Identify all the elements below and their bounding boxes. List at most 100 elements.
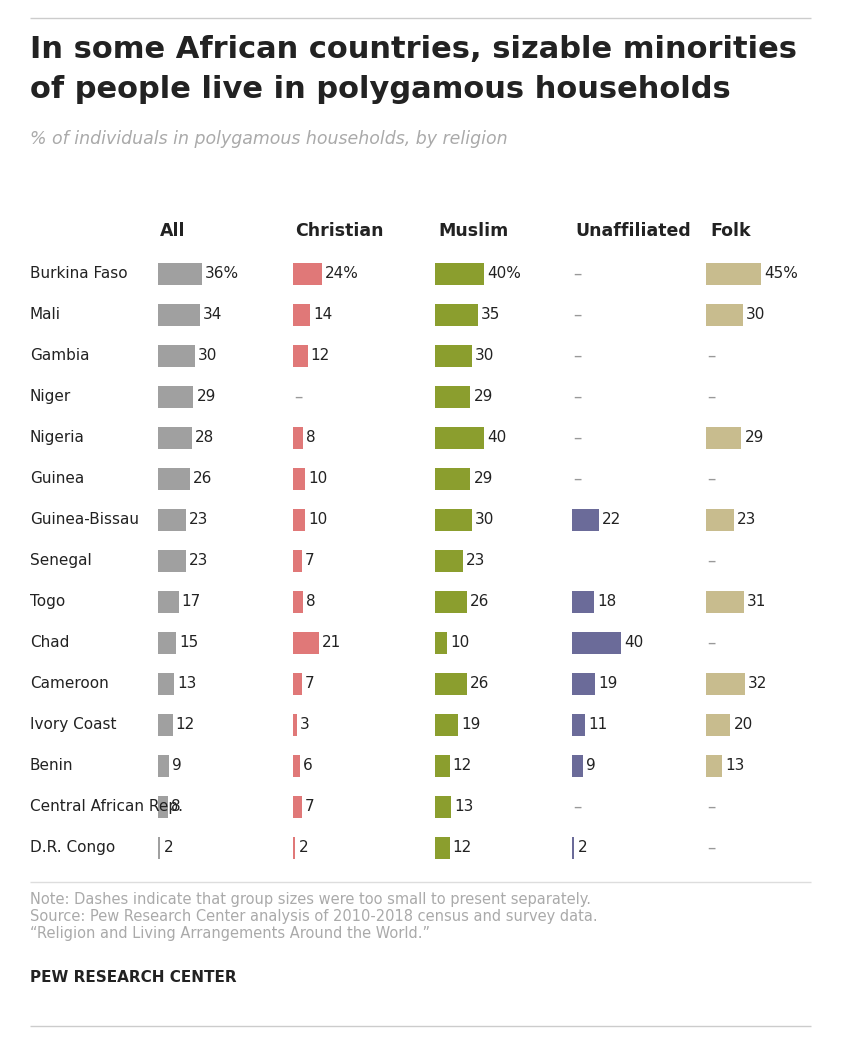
Text: 13: 13 xyxy=(454,799,473,814)
Text: 20: 20 xyxy=(733,717,753,732)
Bar xyxy=(158,304,199,326)
Text: 8: 8 xyxy=(171,799,181,814)
Text: 13: 13 xyxy=(725,758,744,773)
Text: 29: 29 xyxy=(473,389,493,404)
Bar xyxy=(158,836,161,858)
Bar xyxy=(435,672,467,694)
Text: 18: 18 xyxy=(597,594,616,609)
Bar xyxy=(158,713,172,736)
Text: 13: 13 xyxy=(177,677,196,691)
Bar xyxy=(158,672,174,694)
Text: 8: 8 xyxy=(306,430,315,445)
Text: 10: 10 xyxy=(308,512,327,527)
Bar xyxy=(158,508,186,530)
Text: 3: 3 xyxy=(299,717,309,732)
Text: Cameroon: Cameroon xyxy=(30,677,108,691)
Text: –: – xyxy=(573,347,581,364)
Bar xyxy=(706,427,742,449)
Text: All: All xyxy=(160,222,186,240)
Bar xyxy=(435,468,470,490)
Bar xyxy=(158,427,193,449)
Bar xyxy=(435,836,450,858)
Text: Central African Rep.: Central African Rep. xyxy=(30,799,183,814)
Bar xyxy=(435,713,458,736)
Bar xyxy=(158,549,186,571)
Bar xyxy=(572,632,621,654)
Text: 12: 12 xyxy=(452,758,472,773)
Text: 7: 7 xyxy=(304,677,315,691)
Text: Gambia: Gambia xyxy=(30,348,89,363)
Text: 6: 6 xyxy=(304,758,313,773)
Bar xyxy=(706,304,743,326)
Text: % of individuals in polygamous households, by religion: % of individuals in polygamous household… xyxy=(30,130,508,148)
Bar xyxy=(435,591,467,613)
Text: 40: 40 xyxy=(487,430,506,445)
Text: PEW RESEARCH CENTER: PEW RESEARCH CENTER xyxy=(30,970,236,984)
Bar xyxy=(293,755,300,777)
Text: 10: 10 xyxy=(308,471,327,487)
Bar xyxy=(293,345,308,366)
Bar xyxy=(706,508,734,530)
Bar xyxy=(435,385,470,407)
Text: 31: 31 xyxy=(747,594,766,609)
Bar xyxy=(293,468,305,490)
Text: Folk: Folk xyxy=(710,222,750,240)
Bar xyxy=(706,262,761,285)
Text: 29: 29 xyxy=(744,430,764,445)
Text: 40: 40 xyxy=(624,635,643,650)
Text: 30: 30 xyxy=(198,348,217,363)
Text: 34: 34 xyxy=(203,307,222,322)
Text: –: – xyxy=(573,306,581,324)
Text: 24%: 24% xyxy=(325,266,359,281)
Bar xyxy=(293,632,319,654)
Text: –: – xyxy=(707,838,716,856)
Text: 30: 30 xyxy=(474,512,494,527)
Text: Togo: Togo xyxy=(30,594,66,609)
Bar xyxy=(572,591,594,613)
Bar xyxy=(572,672,595,694)
Bar xyxy=(158,755,169,777)
Text: Christian: Christian xyxy=(295,222,383,240)
Text: 21: 21 xyxy=(321,635,341,650)
Text: –: – xyxy=(294,387,303,405)
Bar xyxy=(293,713,297,736)
Bar xyxy=(435,632,447,654)
Text: Unaffiliated: Unaffiliated xyxy=(575,222,690,240)
Text: 9: 9 xyxy=(172,758,182,773)
Text: Chad: Chad xyxy=(30,635,69,650)
Text: 2: 2 xyxy=(578,840,587,855)
Text: 22: 22 xyxy=(602,512,621,527)
Text: 26: 26 xyxy=(193,471,212,487)
Text: –: – xyxy=(573,428,581,447)
Bar xyxy=(706,755,722,777)
Text: 36%: 36% xyxy=(205,266,239,281)
Text: –: – xyxy=(707,387,716,405)
Text: –: – xyxy=(707,634,716,651)
Bar xyxy=(293,836,295,858)
Text: 29: 29 xyxy=(473,471,493,487)
Text: 40%: 40% xyxy=(487,266,521,281)
Text: Mali: Mali xyxy=(30,307,61,322)
Text: Ivory Coast: Ivory Coast xyxy=(30,717,117,732)
Text: 30: 30 xyxy=(746,307,765,322)
Text: 7: 7 xyxy=(304,799,315,814)
Text: 29: 29 xyxy=(197,389,216,404)
Text: 2: 2 xyxy=(163,840,173,855)
Bar xyxy=(158,262,202,285)
Text: 19: 19 xyxy=(598,677,617,691)
Text: 26: 26 xyxy=(470,677,489,691)
Bar xyxy=(435,262,484,285)
Bar xyxy=(572,836,574,858)
Bar xyxy=(293,304,310,326)
Text: Burkina Faso: Burkina Faso xyxy=(30,266,128,281)
Bar xyxy=(572,508,599,530)
Text: D.R. Congo: D.R. Congo xyxy=(30,840,115,855)
Bar xyxy=(293,591,303,613)
Text: –: – xyxy=(573,387,581,405)
Text: 26: 26 xyxy=(470,594,489,609)
Text: 23: 23 xyxy=(189,512,209,527)
Text: 8: 8 xyxy=(306,594,315,609)
Text: –: – xyxy=(707,347,716,364)
Text: 23: 23 xyxy=(466,553,485,568)
Text: 2: 2 xyxy=(299,840,308,855)
